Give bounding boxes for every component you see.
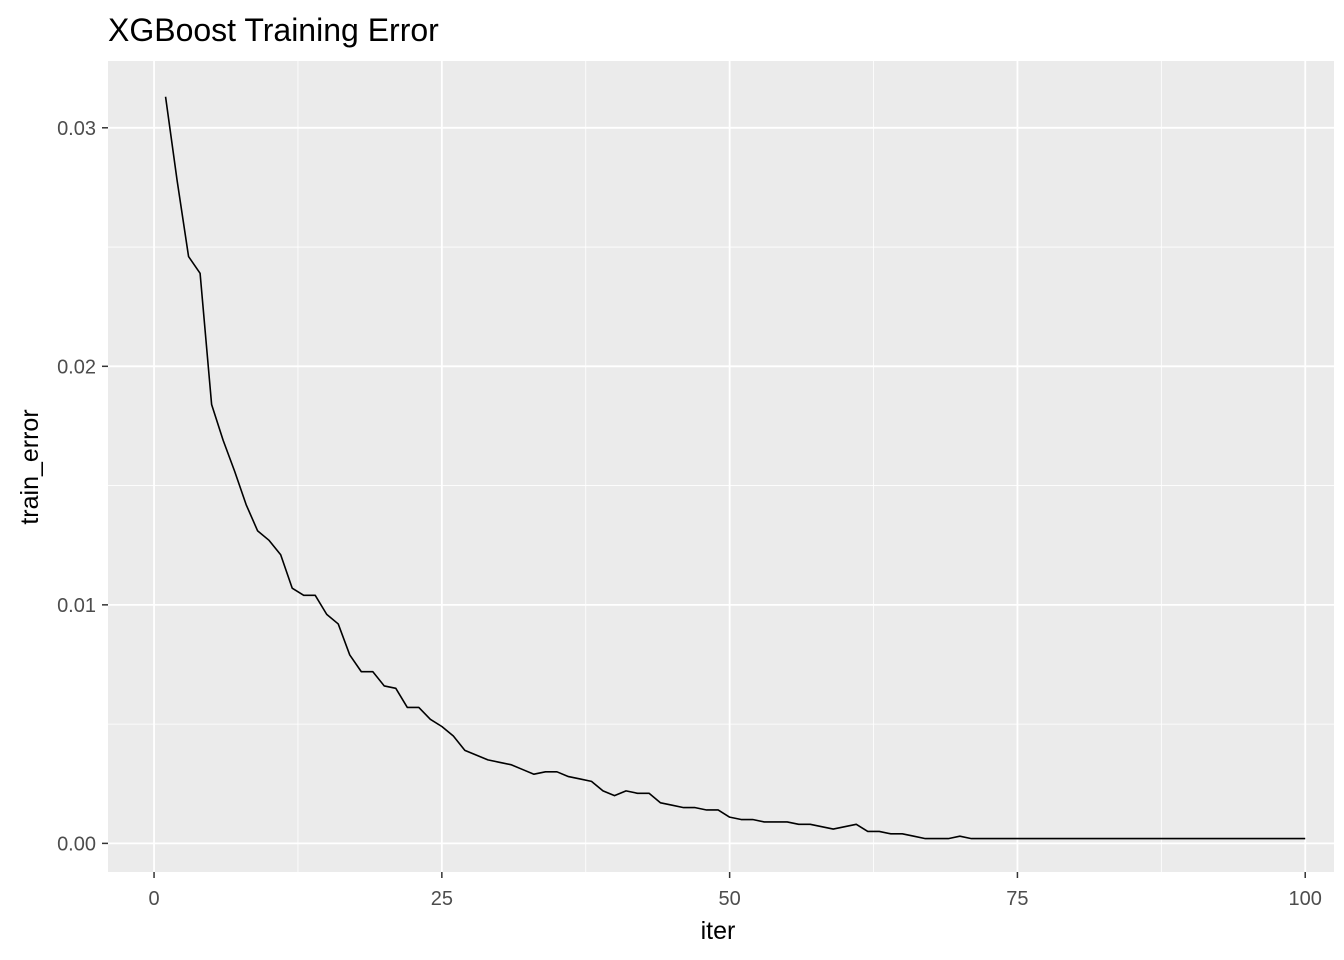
x-axis-ticks: 0 25 50 75 100	[148, 872, 1322, 910]
y-axis-title: train_error	[16, 409, 44, 524]
y-tick-label: 0.02	[57, 356, 96, 378]
x-tick-label: 100	[1289, 888, 1322, 910]
y-tick-label: 0.03	[57, 118, 96, 140]
y-tick-label: 0.00	[57, 833, 96, 855]
major-gridlines	[108, 61, 1334, 872]
chart-title: XGBoost Training Error	[108, 12, 439, 48]
minor-gridlines	[108, 61, 1334, 872]
train-error-line	[164, 96, 1306, 840]
x-tick-label: 75	[1006, 888, 1028, 910]
y-axis-ticks: 0.00 0.01 0.02 0.03	[57, 118, 108, 855]
x-tick-label: 50	[719, 888, 741, 910]
y-tick-label: 0.01	[57, 595, 96, 617]
plot-panel	[108, 61, 1334, 872]
x-tick-label: 25	[431, 888, 453, 910]
x-axis-title: iter	[701, 917, 736, 945]
x-tick-label: 0	[148, 888, 159, 910]
